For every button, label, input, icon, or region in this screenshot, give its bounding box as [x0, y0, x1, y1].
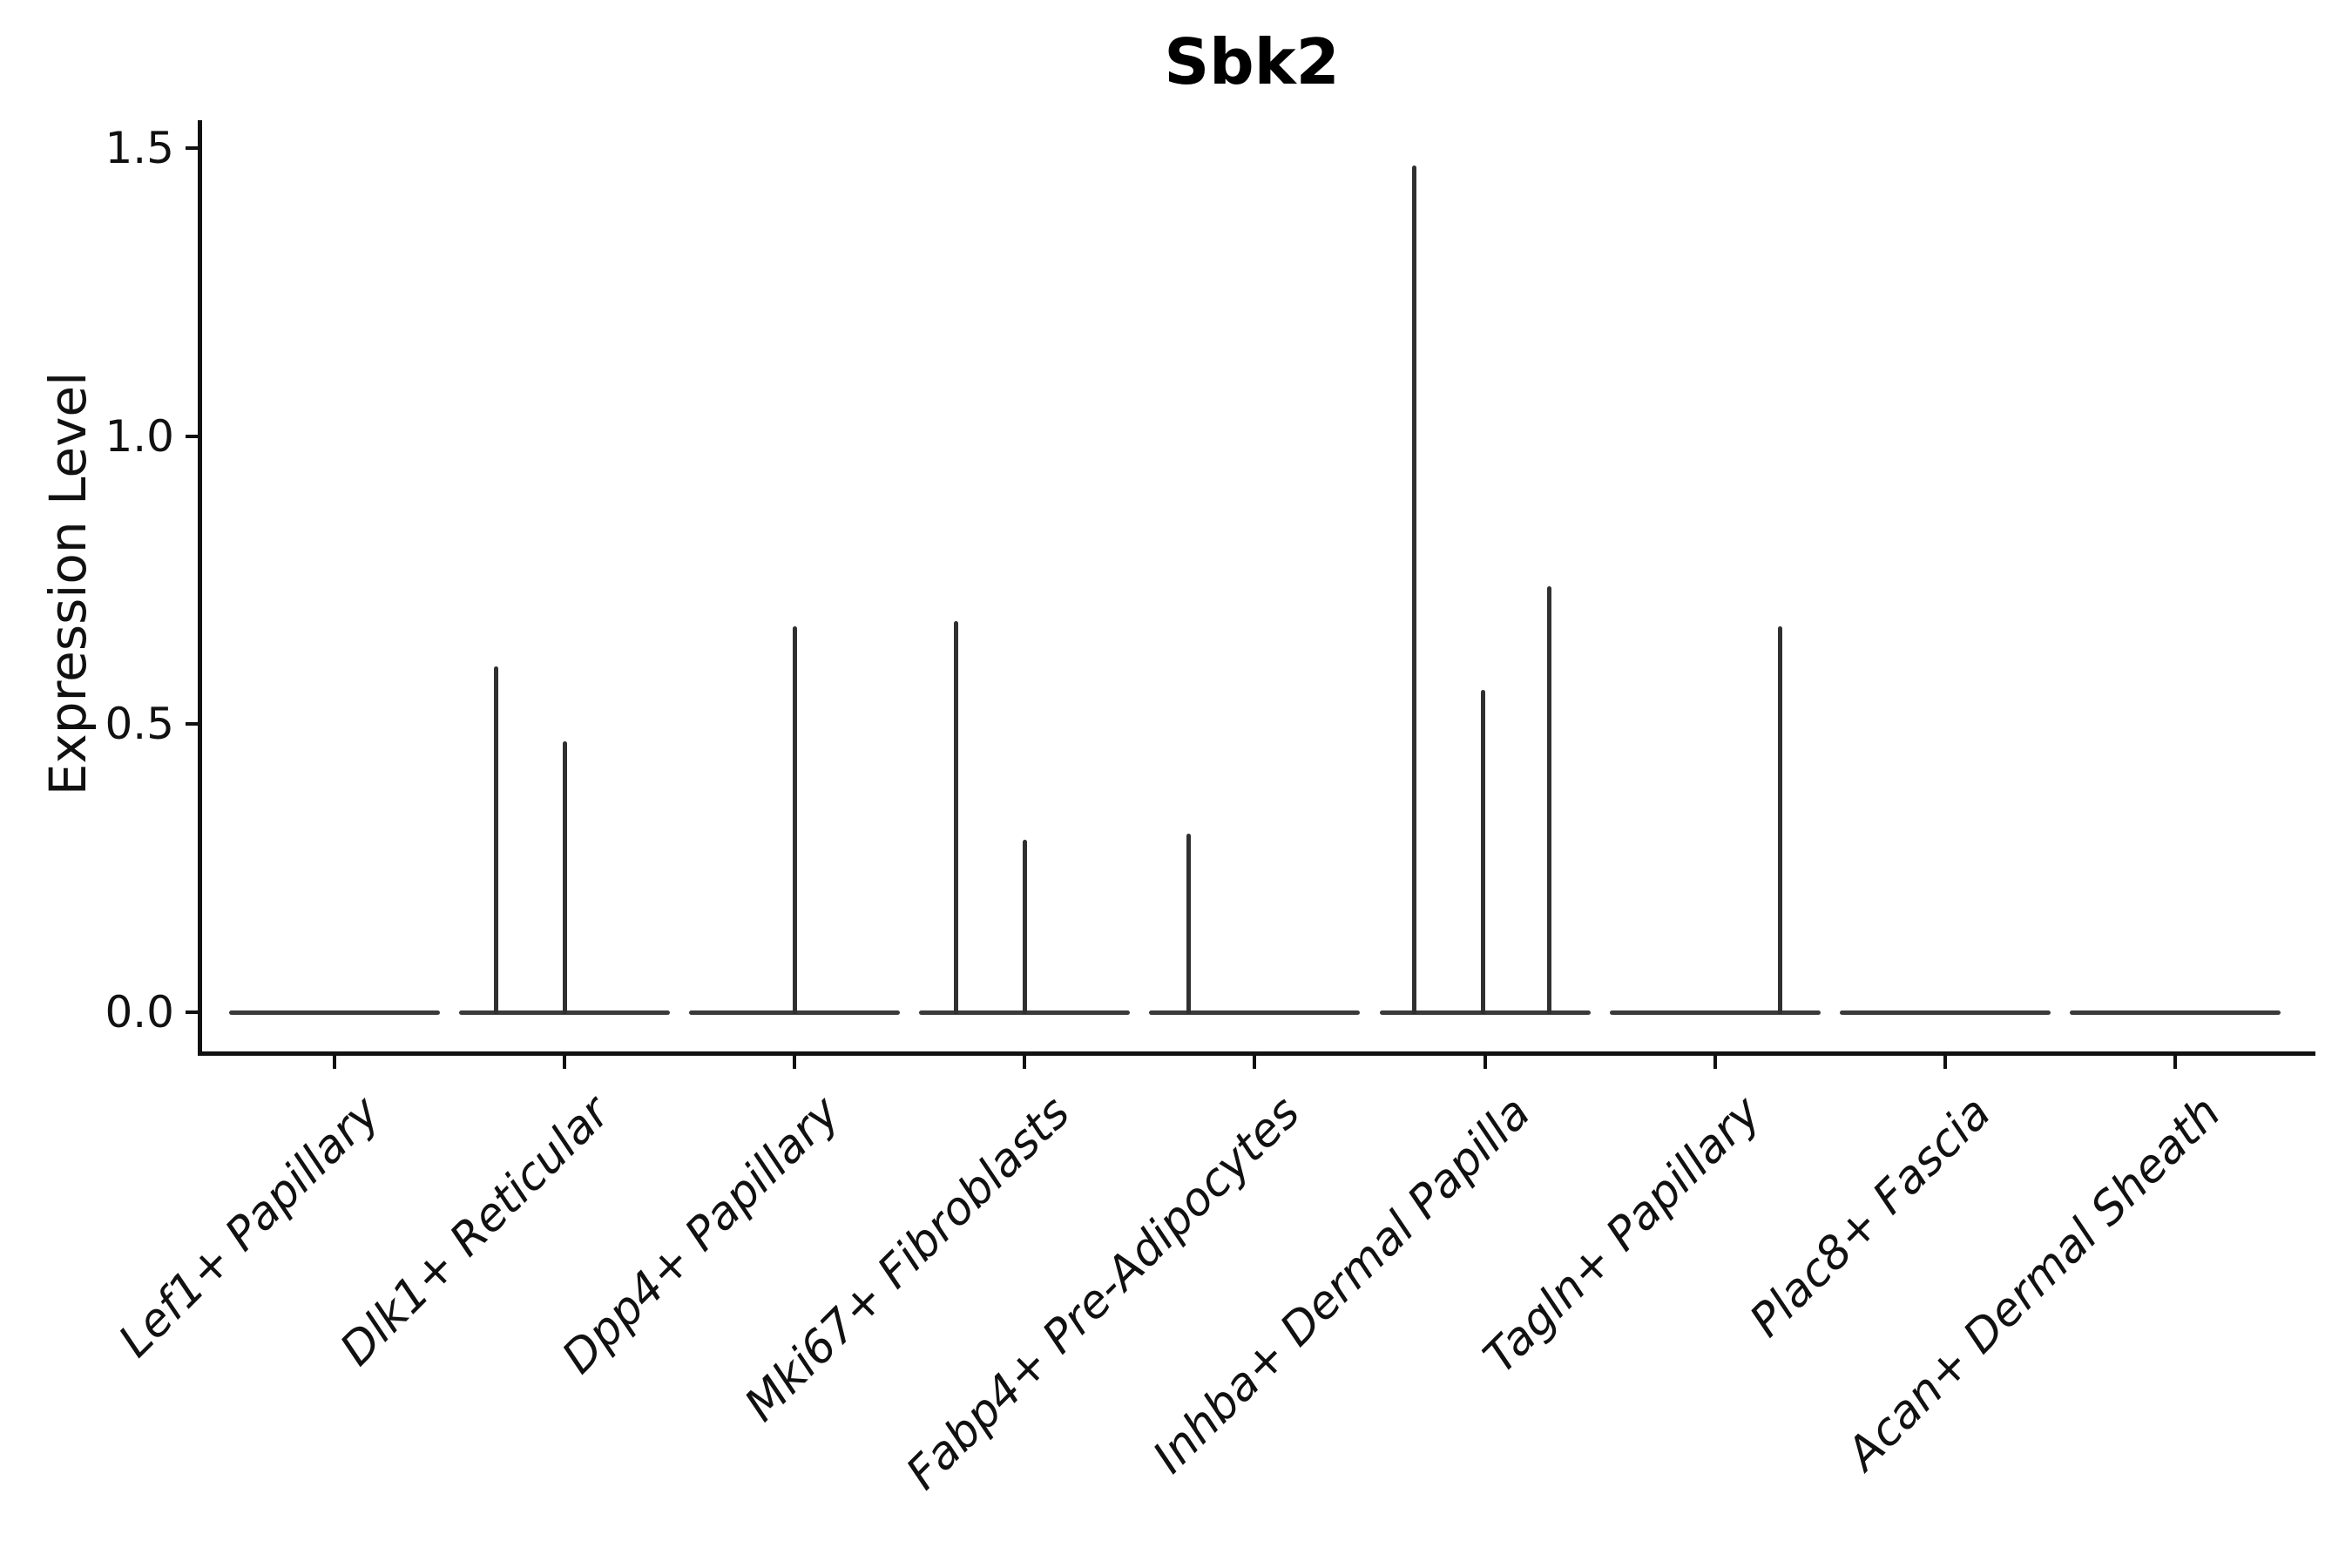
y-tick-mark: [186, 1010, 198, 1014]
x-tick-label: Plac8+ Fascia: [1740, 1086, 2001, 1348]
x-tick-mark: [1253, 1055, 1256, 1069]
y-axis-label: Expression Level: [38, 371, 98, 796]
plot-title: Sbk2: [1164, 25, 1340, 98]
violin-spike: [1412, 166, 1416, 1014]
violin-zero-bar: [1380, 1010, 1591, 1015]
violin-spike: [1778, 626, 1782, 1014]
violin-zero-bar: [1610, 1010, 1821, 1015]
violin-zero-bar: [1149, 1010, 1360, 1015]
violin-spike: [1481, 690, 1485, 1014]
x-tick-label: Fabp4+ Pre-Adipocytes: [896, 1086, 1310, 1500]
y-tick-mark: [186, 722, 198, 726]
y-tick-label: 1.5: [105, 123, 174, 173]
violin-spike: [793, 626, 797, 1014]
violin-spike: [954, 621, 958, 1014]
violin-spike: [494, 666, 498, 1014]
violin-spike: [1186, 834, 1191, 1014]
y-tick-label: 1.0: [105, 411, 174, 462]
x-tick-mark: [333, 1055, 336, 1069]
x-tick-mark: [1943, 1055, 1947, 1069]
violin-spike: [1023, 840, 1027, 1014]
x-axis-spine: [198, 1051, 2315, 1056]
x-tick-label: Acan+ Dermal Sheath: [1836, 1086, 2231, 1481]
x-tick-mark: [1023, 1055, 1026, 1069]
y-tick-mark: [186, 435, 198, 438]
violin-zero-bar: [1840, 1010, 2051, 1015]
x-tick-mark: [2173, 1055, 2177, 1069]
x-tick-label: Inhba+ Dermal Papilla: [1143, 1086, 1541, 1484]
y-tick-label: 0.0: [105, 987, 174, 1037]
violin-zero-bar: [229, 1010, 440, 1015]
x-tick-mark: [563, 1055, 566, 1069]
x-tick-mark: [1484, 1055, 1487, 1069]
violin-spike: [1547, 586, 1551, 1014]
x-tick-mark: [1713, 1055, 1717, 1069]
y-tick-label: 0.5: [105, 699, 174, 749]
y-tick-mark: [186, 146, 198, 150]
x-tick-mark: [793, 1055, 796, 1069]
y-axis-spine: [198, 120, 202, 1056]
violin-zero-bar: [2070, 1010, 2281, 1015]
violin-spike: [563, 741, 567, 1014]
